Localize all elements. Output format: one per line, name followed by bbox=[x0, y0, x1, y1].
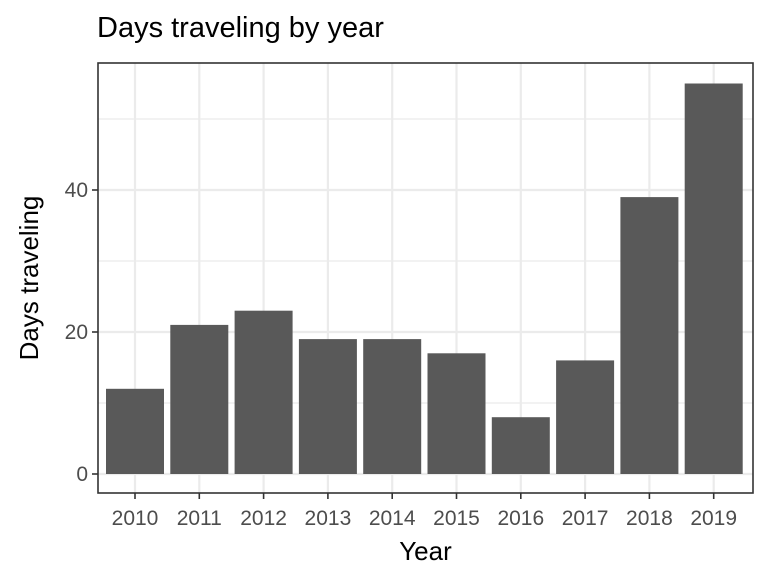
bar-2017 bbox=[556, 360, 615, 474]
x-tick-label: 2019 bbox=[690, 507, 737, 530]
bar-2011 bbox=[170, 324, 229, 474]
x-tick-label: 2014 bbox=[369, 507, 416, 530]
bar-2015 bbox=[427, 353, 486, 474]
bars bbox=[106, 83, 743, 474]
x-tick-label: 2011 bbox=[177, 507, 222, 530]
bar-2019 bbox=[684, 83, 743, 474]
x-tick-label: 2015 bbox=[433, 507, 480, 530]
plot-panel-border bbox=[97, 62, 754, 494]
bar-2018 bbox=[620, 197, 679, 474]
y-axis-title: Days traveling bbox=[14, 196, 44, 361]
x-tick-label: 2017 bbox=[562, 507, 609, 530]
bar-2013 bbox=[298, 339, 357, 474]
x-axis-title: Year bbox=[399, 536, 452, 566]
bar-2016 bbox=[491, 417, 550, 474]
bar-2014 bbox=[363, 339, 422, 474]
bar-2010 bbox=[106, 388, 164, 474]
x-tick-label: 2018 bbox=[626, 507, 673, 530]
x-axis: 2010 2011 2012 2013 2014 2015 2016 2017 2018 2019 bbox=[112, 493, 737, 530]
x-tick-label: 2010 bbox=[112, 507, 159, 530]
y-axis: 0 20 40 bbox=[65, 179, 98, 486]
x-tick-label: 2012 bbox=[240, 507, 287, 530]
y-tick-label: 20 bbox=[65, 321, 88, 344]
x-tick-label: 2016 bbox=[497, 507, 544, 530]
y-tick-label: 0 bbox=[76, 463, 88, 486]
y-tick-label: 40 bbox=[65, 179, 88, 202]
bar-2012 bbox=[234, 310, 293, 474]
x-tick-label: 2013 bbox=[305, 507, 352, 530]
chart-title: Days traveling by year bbox=[97, 12, 384, 44]
